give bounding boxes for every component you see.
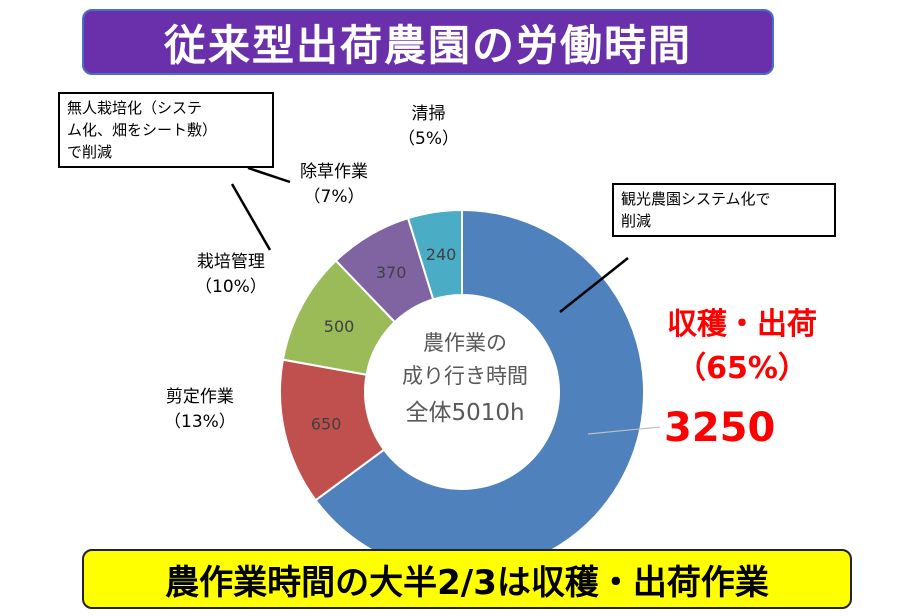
leader-line-left: [230, 183, 272, 251]
leader-line-left-2: [247, 166, 291, 184]
label-harvest: 収穫・出荷 （65%）: [652, 303, 832, 391]
callout-tourist-farm: 観光農園システム化で 削減: [612, 183, 836, 237]
callout-right-line-1: 観光農園システム化で: [621, 190, 771, 208]
callout-left-line-3: で削減: [67, 143, 113, 161]
chart-center-label: 農作業の 成り行き時間 全体5010h: [380, 327, 550, 430]
label-cleaning-percent: （5%）: [398, 129, 459, 149]
center-line-1: 農作業の: [423, 331, 507, 355]
label-harvest-name: 収穫・出荷: [667, 307, 817, 342]
label-cultivation: 栽培管理 （10%）: [195, 250, 267, 300]
slice-cleaning: [406, 208, 463, 301]
leader-lines: [230, 166, 661, 435]
callout-left-line-2: ム化、畑をシート敷）: [67, 121, 218, 139]
center-line-2: 成り行き時間: [402, 364, 528, 388]
value-label: 650: [311, 415, 342, 434]
label-cultivation-name: 栽培管理: [196, 252, 265, 272]
label-weeding-percent: （7%）: [303, 187, 365, 207]
summary-banner: 農作業時間の大半2/3は収穫・出荷作業: [82, 549, 852, 609]
value-label: 370: [376, 263, 407, 282]
slice-harvest: [314, 208, 645, 575]
label-weeding-name: 除草作業: [300, 162, 368, 182]
center-total: 全体5010h: [405, 400, 525, 426]
chart-value-labels: 650 500 370 240: [311, 245, 456, 434]
page-title: 従来型出荷農園の労働時間: [163, 20, 692, 70]
value-label: 240: [426, 245, 457, 264]
label-pruning-name: 剪定作業: [165, 387, 234, 407]
summary-text: 農作業時間の大半2/3は収穫・出荷作業: [165, 562, 769, 603]
label-pruning-percent: （13%）: [164, 412, 236, 432]
label-cleaning-name: 清掃: [411, 104, 446, 124]
label-harvest-percent: （65%）: [676, 351, 808, 386]
callout-right-line-2: 削減: [621, 212, 652, 230]
label-weeding: 除草作業 （7%）: [300, 160, 368, 210]
label-cultivation-percent: （10%）: [195, 277, 267, 297]
label-cleaning: 清掃 （5%）: [398, 102, 459, 152]
harvest-value: 3250: [664, 405, 776, 451]
chart-slices: [279, 208, 645, 575]
value-label: 500: [324, 317, 355, 336]
label-pruning: 剪定作業 （13%）: [164, 385, 236, 435]
leader-line-right: [559, 257, 629, 313]
leader-line-harvest: [587, 426, 661, 435]
callout-unmanned-cultivation: 無人栽培化（システ ム化、畑をシート敷） で削減: [58, 92, 274, 168]
title-banner: 従来型出荷農園の労働時間: [82, 9, 774, 75]
callout-left-line-1: 無人栽培化（システ: [67, 99, 203, 117]
